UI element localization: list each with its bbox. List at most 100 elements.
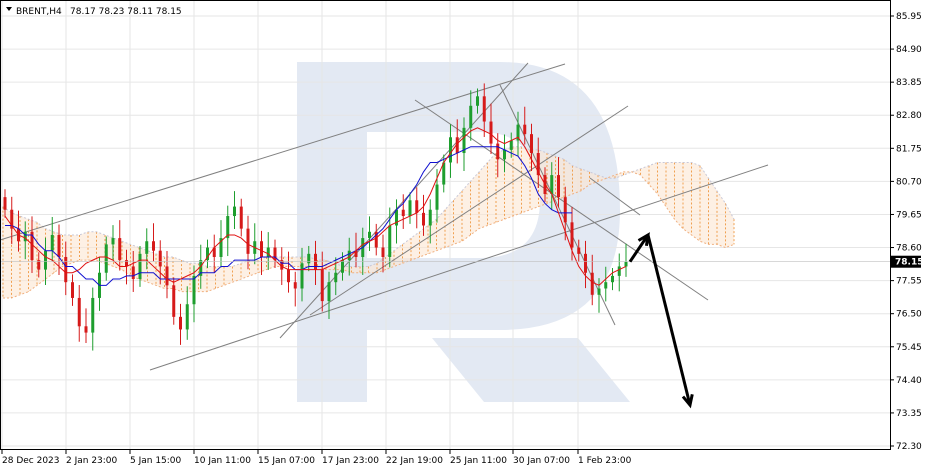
bull-candle	[185, 304, 189, 330]
forecast-down-leg	[646, 234, 692, 406]
ichimoku-lines	[0, 127, 890, 286]
forecast-up-arrowhead	[637, 232, 650, 247]
bull-candle	[442, 162, 446, 185]
forecast-up-leg	[628, 234, 650, 263]
bear-candle	[482, 96, 486, 122]
bear-candle	[496, 143, 500, 160]
forecast-down-arrowhead	[681, 393, 694, 409]
bear-candle	[152, 241, 155, 251]
bear-candle	[489, 121, 493, 144]
bear-candle	[280, 260, 284, 270]
bear-candle	[523, 124, 527, 135]
bear-candle	[584, 253, 587, 273]
bull-candle	[226, 216, 230, 239]
y-axis: 85.95 84.90 83.85 82.80 81.75 80.70 79.65 78.60…	[890, 12, 922, 452]
bear-candle	[401, 209, 405, 217]
bull-candle	[368, 231, 371, 239]
bull-candle	[395, 209, 398, 226]
bear-candle	[179, 316, 182, 330]
bull-candle	[408, 200, 412, 217]
bear-candle	[57, 234, 61, 257]
bull-candle	[624, 261, 628, 267]
kijun-line	[5, 146, 572, 286]
bull-candle	[44, 250, 47, 270]
bull-candle	[462, 127, 466, 154]
bear-candle	[118, 238, 122, 261]
bear-candle	[10, 209, 14, 229]
y-tick-label: 72.30	[896, 442, 922, 452]
y-tick-label: 81.75	[896, 144, 922, 154]
bear-candle	[563, 197, 567, 223]
bear-candle	[320, 269, 324, 302]
bull-candle	[192, 275, 196, 305]
bear-candle	[212, 247, 216, 257]
bull-candle	[341, 260, 344, 273]
y-tick-label: 80.70	[896, 177, 922, 187]
bear-candle	[273, 247, 277, 261]
bull-candle	[199, 260, 203, 276]
bull-candle	[611, 275, 614, 283]
bear-candle	[37, 260, 41, 270]
bull-candle	[435, 184, 439, 210]
senkou-b-line	[3, 171, 735, 299]
y-tick-label: 82.80	[896, 111, 922, 121]
bear-candle	[77, 297, 81, 327]
y-tick-label: 78.60	[896, 244, 922, 254]
bear-candle	[30, 231, 34, 261]
chart-symbol: BRENT,H4	[16, 7, 62, 17]
bear-candle	[455, 137, 459, 154]
bull-candle	[388, 225, 392, 257]
bull-candle	[428, 209, 432, 226]
bear-candle	[165, 266, 169, 286]
x-tick-label: 22 Jan 19:00	[386, 456, 443, 466]
bull-candle	[219, 238, 223, 257]
bull-candle	[503, 149, 506, 160]
x-tick-label: 17 Jan 23:00	[322, 456, 379, 466]
bull-candle	[550, 175, 554, 194]
bear-candle	[354, 250, 358, 257]
bear-candle	[590, 272, 594, 295]
bull-candle	[91, 297, 95, 333]
bull-candle	[23, 231, 27, 242]
bull-candle	[104, 244, 108, 273]
bear-candle	[239, 206, 243, 229]
plot-frame	[0, 0, 891, 450]
bull-candle	[138, 253, 142, 280]
y-tick-label: 83.85	[896, 78, 922, 88]
bull-candle	[111, 238, 115, 245]
bull-candle	[604, 282, 608, 289]
bear-candle	[84, 326, 88, 333]
last-price-label: 78.15	[895, 258, 923, 268]
bear-candle	[422, 212, 425, 226]
bull-candle	[145, 241, 149, 254]
bull-candle	[449, 137, 452, 163]
bear-candle	[557, 175, 560, 198]
bull-candle	[233, 206, 236, 217]
bull-candle	[327, 282, 331, 302]
trendline	[309, 105, 629, 316]
y-tick-label: 79.65	[896, 210, 922, 220]
bull-candle	[469, 105, 473, 128]
bull-candle	[597, 288, 601, 295]
trendline	[589, 177, 641, 216]
x-tick-label: 28 Dec 2023	[2, 456, 60, 466]
bear-candle	[125, 260, 128, 267]
bear-candle	[260, 241, 263, 257]
trendline	[149, 164, 769, 371]
bear-candle	[536, 153, 540, 176]
dropdown-triangle-icon[interactable]	[6, 7, 12, 11]
bull-candle	[300, 263, 304, 289]
bear-candle	[287, 269, 290, 283]
y-tick-label: 76.50	[896, 310, 922, 320]
bull-candle	[206, 247, 209, 261]
bear-candle	[381, 247, 385, 257]
bear-candle	[246, 228, 250, 254]
bull-candle	[617, 266, 621, 276]
x-tick-label: 15 Jan 07:00	[258, 456, 315, 466]
bull-candle	[347, 250, 351, 261]
bear-candle	[64, 256, 68, 283]
bear-candle	[530, 134, 533, 154]
chart-ohlc: 78.17 78.23 78.11 78.15	[70, 7, 182, 17]
